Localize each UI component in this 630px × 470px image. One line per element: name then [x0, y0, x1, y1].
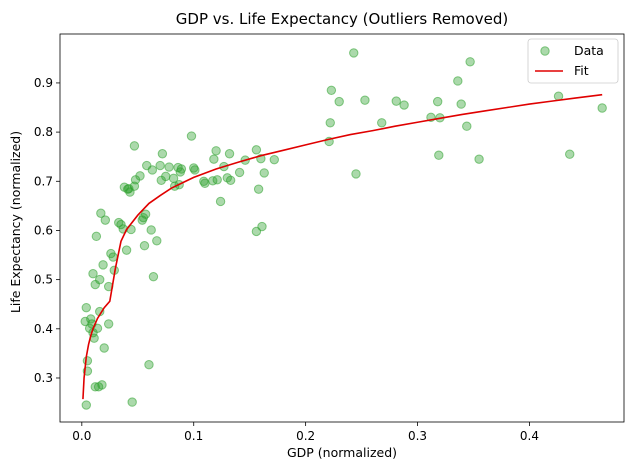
data-point	[456, 99, 466, 109]
legend-label-data: Data	[574, 43, 604, 58]
data-point	[326, 85, 337, 96]
data-point	[225, 175, 236, 185]
data-point	[81, 302, 91, 313]
data-point	[146, 225, 156, 235]
data-point	[209, 154, 219, 164]
y-tick-label: 0.6	[34, 223, 53, 237]
y-axis-label: Life Expectancy (normalized)	[8, 131, 23, 313]
data-point	[91, 231, 102, 242]
data-point	[147, 165, 158, 175]
data-point	[360, 95, 370, 105]
x-tick-label: 0.1	[184, 429, 203, 443]
data-point	[127, 397, 137, 407]
data-point	[269, 154, 279, 165]
data-point	[190, 165, 200, 175]
data-point	[157, 149, 168, 159]
data-point	[391, 96, 401, 106]
data-point	[135, 171, 145, 181]
data-point	[377, 118, 387, 128]
data-point	[148, 271, 159, 282]
data-point	[325, 118, 335, 128]
chart-title: GDP vs. Life Expectancy (Outliers Remove…	[176, 10, 508, 28]
data-point	[257, 221, 267, 232]
legend-marker-data	[540, 46, 550, 56]
data-point	[399, 100, 409, 110]
data-point	[129, 141, 140, 151]
data-point	[349, 48, 359, 58]
data-point	[98, 260, 108, 270]
data-point	[251, 145, 262, 155]
x-axis-label: GDP (normalized)	[287, 445, 397, 460]
axes-frame	[59, 33, 625, 423]
data-point	[99, 343, 109, 353]
plot-area: 0.0 0.1 0.2 0.3 0.4 0.3 0.4 0.5 0.6 0.7 0.8 0.9 Data…	[34, 33, 625, 443]
data-point	[334, 96, 344, 107]
data-point	[108, 252, 118, 262]
data-point	[200, 178, 210, 188]
data-point	[144, 360, 154, 370]
legend-label-fit: Fit	[574, 63, 589, 78]
data-point	[211, 146, 221, 156]
data-point	[103, 319, 114, 329]
data-point	[212, 175, 222, 185]
data-point	[116, 219, 126, 230]
data-point	[565, 149, 575, 159]
data-point	[224, 149, 235, 159]
data-point	[100, 215, 111, 225]
data-point	[215, 196, 226, 207]
data-point	[259, 168, 269, 178]
data-point	[88, 269, 98, 279]
fit-line	[82, 93, 603, 400]
data-point	[351, 169, 361, 179]
data-point	[434, 150, 444, 160]
data-point	[597, 103, 607, 113]
data-point	[161, 171, 171, 182]
data-point	[186, 131, 197, 141]
data-point	[95, 274, 105, 285]
data-point	[432, 96, 443, 107]
data-point	[253, 184, 264, 194]
data-point	[453, 76, 463, 86]
data-point	[96, 208, 106, 218]
y-tick-label: 0.8	[34, 125, 53, 139]
y-tick-label: 0.7	[34, 174, 53, 188]
data-point	[234, 167, 245, 178]
data-point	[152, 236, 162, 246]
y-tick-label: 0.4	[34, 322, 53, 336]
data-point	[462, 121, 472, 131]
data-point	[139, 241, 150, 251]
y-tick-label: 0.9	[34, 76, 53, 90]
y-tick-label: 0.5	[34, 273, 53, 287]
data-point	[164, 162, 174, 172]
x-tick-label: 0.3	[408, 429, 427, 443]
x-tick-label: 0.4	[520, 429, 539, 443]
data-point	[155, 160, 165, 171]
data-point	[97, 380, 107, 390]
legend: Data Fit	[527, 38, 619, 84]
x-tick-label: 0.0	[72, 429, 91, 443]
y-tick-label: 0.3	[34, 371, 53, 385]
data-point	[140, 209, 151, 219]
x-tick-label: 0.2	[296, 429, 315, 443]
legend-box	[527, 38, 619, 84]
data-point	[465, 57, 475, 67]
data-point	[81, 400, 91, 410]
data-point	[121, 245, 132, 255]
data-point	[82, 356, 93, 366]
data-point	[176, 164, 187, 174]
data-point	[474, 154, 484, 164]
